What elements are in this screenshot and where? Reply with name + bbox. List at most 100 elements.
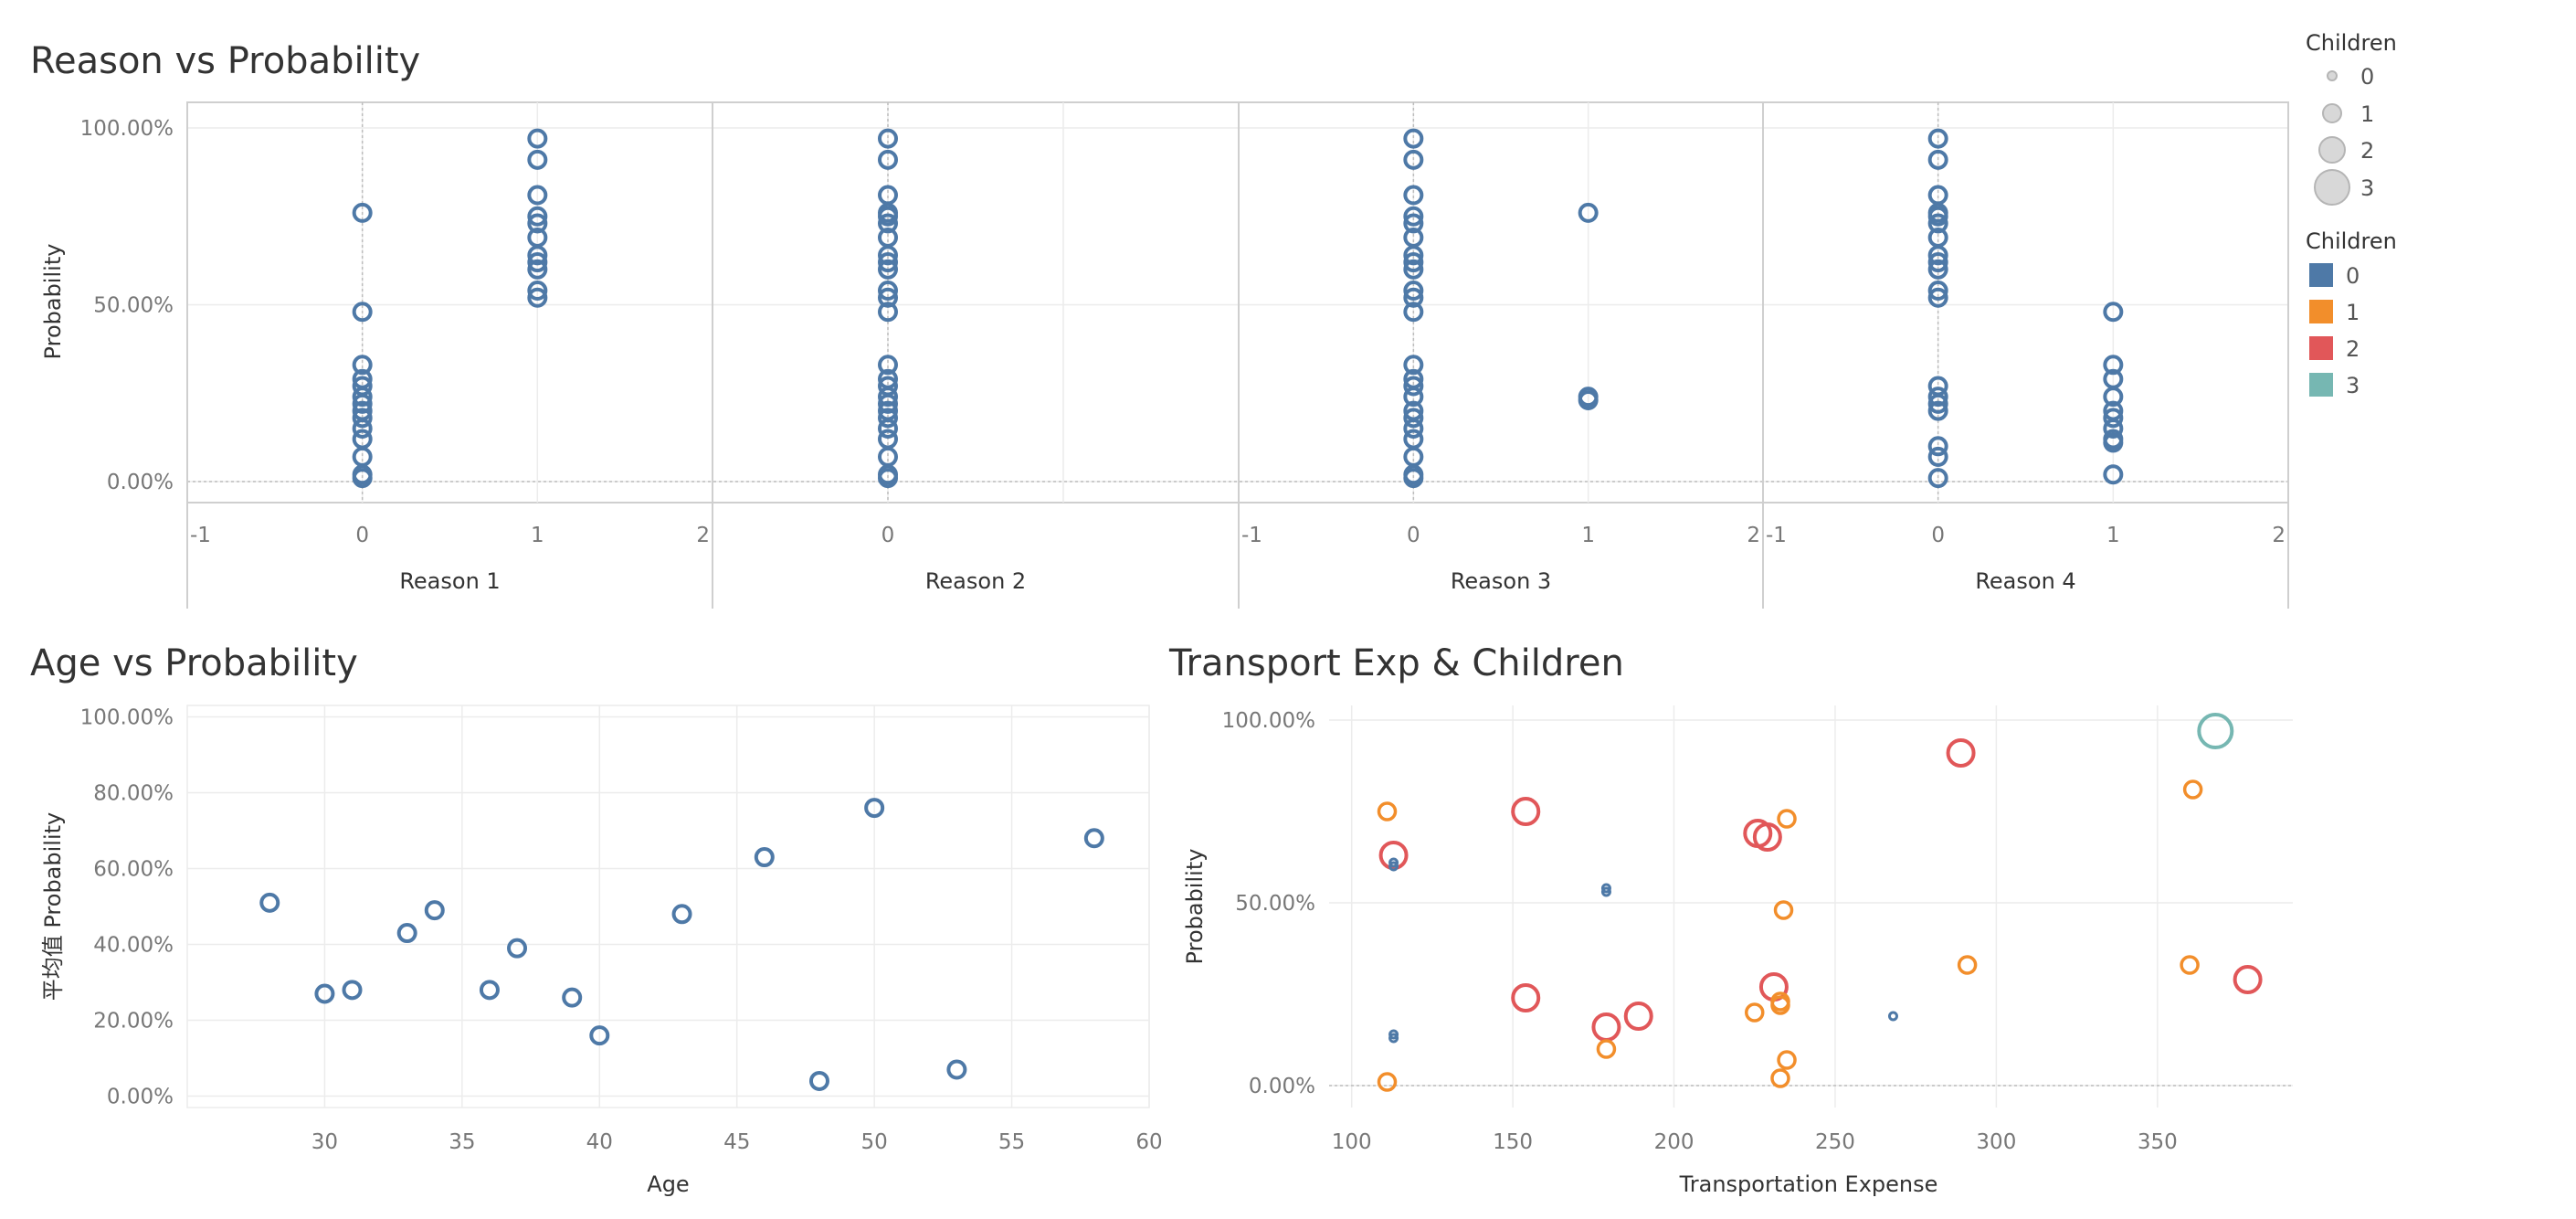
transport-point bbox=[2180, 955, 2200, 975]
reason-point bbox=[1927, 287, 1948, 308]
reason-point bbox=[878, 245, 898, 266]
reason-point bbox=[1927, 259, 1948, 280]
reason-point bbox=[352, 468, 373, 489]
reason-point bbox=[1927, 128, 1948, 149]
age-point bbox=[1083, 828, 1104, 849]
reason-point bbox=[878, 259, 898, 280]
color-legend-label: 3 bbox=[2346, 373, 2360, 398]
transport-exp-children-chart: 100 150 200 250 300 350 0.00% 50.00% 100.00% Prob… bbox=[1182, 705, 2293, 1197]
transport-chart-title: Transport Exp & Children bbox=[1168, 642, 1624, 684]
reason-point bbox=[527, 252, 548, 273]
reason-point bbox=[527, 245, 548, 266]
transport-point bbox=[2197, 713, 2234, 749]
reason-point bbox=[1578, 202, 1599, 223]
reason-x-tick: 0 bbox=[1407, 524, 1420, 547]
reason-point bbox=[1403, 387, 1424, 408]
age-point bbox=[314, 983, 335, 1004]
reason-chart-title: Reason vs Probability bbox=[30, 40, 420, 82]
reason-x-tick: 2 bbox=[2272, 524, 2286, 547]
transport-point bbox=[1511, 797, 1541, 826]
age-x-tick: 40 bbox=[586, 1130, 613, 1154]
reason-point bbox=[1927, 149, 1948, 170]
age-vs-probability-chart: 30 35 40 45 50 55 60 0.00% 20.00% 40.00% 60.00% 80.… bbox=[40, 705, 1163, 1197]
reason-point bbox=[1927, 468, 1948, 489]
reason-point bbox=[1403, 287, 1424, 308]
reason-point bbox=[1927, 393, 1948, 414]
age-point bbox=[946, 1059, 967, 1080]
age-point bbox=[507, 938, 528, 959]
age-y-tick: 40.00% bbox=[93, 934, 174, 958]
transport-point bbox=[2233, 965, 2263, 994]
reason-point bbox=[527, 206, 548, 227]
transport-x-tick: 150 bbox=[1493, 1130, 1533, 1154]
reason-point bbox=[1578, 389, 1599, 410]
transport-point bbox=[1388, 861, 1399, 872]
reason-point bbox=[352, 355, 373, 376]
age-point bbox=[864, 798, 885, 819]
transport-point bbox=[1745, 1002, 1765, 1023]
reason-point bbox=[527, 281, 548, 302]
reason-y-tick: 100.00% bbox=[80, 117, 174, 141]
reason-point bbox=[352, 408, 373, 429]
transport-x-tick: 300 bbox=[1976, 1130, 2016, 1154]
reason-point bbox=[2103, 408, 2124, 429]
age-x-axis-title: Age bbox=[647, 1171, 689, 1197]
reason-x-tick: 2 bbox=[696, 524, 710, 547]
age-y-tick: 0.00% bbox=[107, 1086, 174, 1109]
size-legend-swatch bbox=[2327, 70, 2338, 81]
age-y-tick: 100.00% bbox=[80, 705, 174, 729]
transport-point bbox=[1377, 1072, 1398, 1092]
transport-point bbox=[1591, 1012, 1621, 1042]
age-point bbox=[754, 847, 775, 868]
reason-point bbox=[1403, 468, 1424, 489]
size-legend-swatch bbox=[2318, 136, 2346, 164]
reason-point bbox=[1403, 376, 1424, 397]
age-chart-title: Age vs Probability bbox=[30, 642, 358, 684]
size-legend-title: Children bbox=[2306, 30, 2397, 56]
reason-point bbox=[2103, 387, 2124, 408]
size-legend-label: 2 bbox=[2360, 138, 2374, 164]
reason-y-tick: 50.00% bbox=[93, 294, 174, 318]
reason-point bbox=[2103, 432, 2124, 453]
reason-point bbox=[878, 287, 898, 308]
color-legend-swatch bbox=[2309, 336, 2333, 360]
reason-point bbox=[1403, 128, 1424, 149]
age-point bbox=[589, 1025, 610, 1046]
reason-point bbox=[878, 213, 898, 234]
reason-x-tick: 2 bbox=[1747, 524, 1760, 547]
reason-panel-frame bbox=[1238, 101, 1764, 504]
color-legend-swatch bbox=[2309, 300, 2333, 323]
reason-point bbox=[352, 418, 373, 439]
reason-point bbox=[1403, 259, 1424, 280]
reason-point bbox=[352, 302, 373, 323]
reason-point bbox=[352, 202, 373, 223]
reason-point bbox=[1403, 185, 1424, 206]
transport-x-tick: 100 bbox=[1332, 1130, 1372, 1154]
reason-point bbox=[1403, 281, 1424, 302]
transport-point bbox=[1600, 886, 1611, 897]
size-legend-label: 3 bbox=[2360, 175, 2374, 201]
age-y-tick: 20.00% bbox=[93, 1010, 174, 1034]
reason-point bbox=[1927, 387, 1948, 408]
age-point bbox=[259, 892, 280, 913]
age-point bbox=[671, 904, 692, 925]
size-legend-swatch bbox=[2322, 103, 2342, 123]
reason-point bbox=[878, 302, 898, 323]
transport-point bbox=[1388, 1033, 1399, 1044]
transport-point bbox=[1377, 801, 1398, 822]
age-point bbox=[562, 987, 583, 1008]
reason-point bbox=[1927, 245, 1948, 266]
reason-point bbox=[1403, 418, 1424, 439]
age-point bbox=[479, 980, 500, 1001]
reason-panel-frame bbox=[1762, 101, 2289, 504]
reason-point bbox=[1927, 436, 1948, 457]
reason-x-tick: -1 bbox=[190, 524, 211, 547]
reason-point bbox=[352, 387, 373, 408]
reason-point bbox=[2103, 464, 2124, 485]
reason-point bbox=[1927, 281, 1948, 302]
reason-point bbox=[878, 149, 898, 170]
transport-point bbox=[1770, 1068, 1790, 1088]
reason-point bbox=[878, 281, 898, 302]
transport-point bbox=[1752, 822, 1782, 852]
reason-x-axis-title: Reason 1 bbox=[399, 568, 500, 594]
